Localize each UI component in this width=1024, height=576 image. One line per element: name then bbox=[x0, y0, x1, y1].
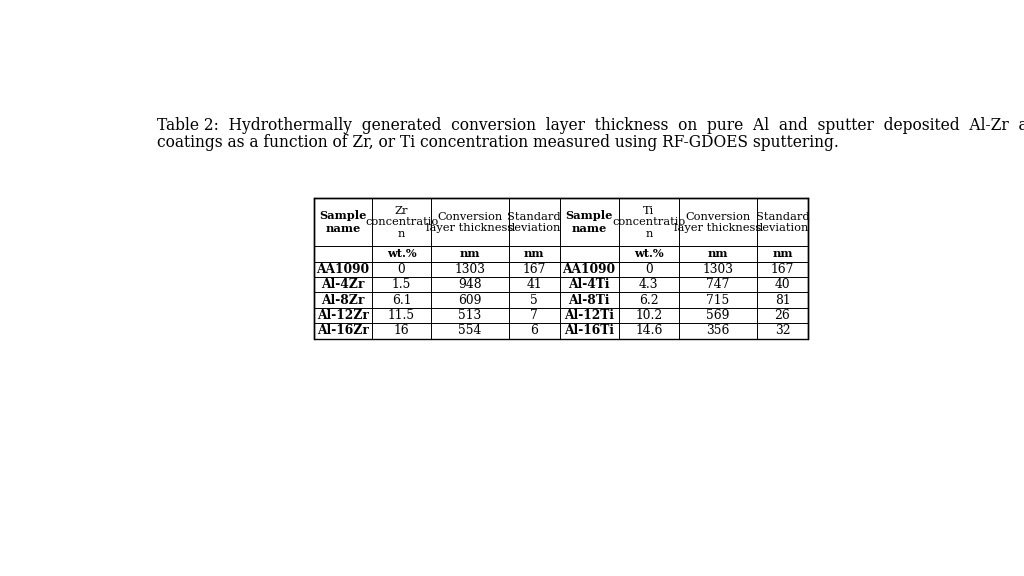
Text: Sample
name: Sample name bbox=[319, 210, 367, 234]
Text: 1303: 1303 bbox=[702, 263, 733, 276]
Text: AA1090: AA1090 bbox=[316, 263, 370, 276]
Text: Al-4Ti: Al-4Ti bbox=[568, 278, 610, 291]
Text: 0: 0 bbox=[397, 263, 406, 276]
Text: 4.3: 4.3 bbox=[639, 278, 658, 291]
Text: 41: 41 bbox=[526, 278, 542, 291]
Text: 40: 40 bbox=[775, 278, 791, 291]
Text: 167: 167 bbox=[771, 263, 795, 276]
Text: 7: 7 bbox=[530, 309, 538, 322]
Text: Al-12Ti: Al-12Ti bbox=[564, 309, 614, 322]
Text: 1303: 1303 bbox=[455, 263, 485, 276]
Text: Al-4Zr: Al-4Zr bbox=[322, 278, 365, 291]
Text: Al-16Zr: Al-16Zr bbox=[317, 324, 369, 338]
Text: 948: 948 bbox=[458, 278, 481, 291]
Text: Al-8Zr: Al-8Zr bbox=[322, 294, 365, 306]
Text: 32: 32 bbox=[775, 324, 791, 338]
Text: Al-8Ti: Al-8Ti bbox=[568, 294, 610, 306]
Text: 1.5: 1.5 bbox=[392, 278, 412, 291]
Text: 5: 5 bbox=[530, 294, 538, 306]
Text: 609: 609 bbox=[458, 294, 481, 306]
Text: 715: 715 bbox=[707, 294, 729, 306]
Text: Al-12Zr: Al-12Zr bbox=[317, 309, 369, 322]
Text: Ti
concentratio
n: Ti concentratio n bbox=[612, 206, 685, 239]
Text: 6.2: 6.2 bbox=[639, 294, 658, 306]
Text: 747: 747 bbox=[707, 278, 729, 291]
Text: 0: 0 bbox=[645, 263, 652, 276]
Text: wt.%: wt.% bbox=[634, 248, 664, 259]
Text: 6.1: 6.1 bbox=[392, 294, 412, 306]
Text: 26: 26 bbox=[774, 309, 791, 322]
Text: nm: nm bbox=[524, 248, 545, 259]
Text: Conversion
layer thickness: Conversion layer thickness bbox=[674, 211, 762, 233]
Text: 356: 356 bbox=[707, 324, 729, 338]
Text: Standard
deviation: Standard deviation bbox=[507, 211, 561, 233]
Text: 6: 6 bbox=[530, 324, 538, 338]
Text: 167: 167 bbox=[522, 263, 546, 276]
Text: 569: 569 bbox=[706, 309, 729, 322]
Text: wt.%: wt.% bbox=[387, 248, 417, 259]
Text: nm: nm bbox=[772, 248, 793, 259]
Text: Table 2:  Hydrothermally  generated  conversion  layer  thickness  on  pure  Al : Table 2: Hydrothermally generated conver… bbox=[158, 117, 1024, 134]
Text: 513: 513 bbox=[458, 309, 481, 322]
Bar bbox=[314, 199, 809, 339]
Text: 11.5: 11.5 bbox=[388, 309, 415, 322]
Text: Standard
deviation: Standard deviation bbox=[756, 211, 809, 233]
Text: Zr
concentratio
n: Zr concentratio n bbox=[365, 206, 438, 239]
Text: Al-16Ti: Al-16Ti bbox=[564, 324, 614, 338]
Text: 16: 16 bbox=[394, 324, 410, 338]
Text: 554: 554 bbox=[458, 324, 481, 338]
Text: 10.2: 10.2 bbox=[635, 309, 663, 322]
Text: Sample
name: Sample name bbox=[565, 210, 612, 234]
Text: 81: 81 bbox=[775, 294, 791, 306]
Text: coatings as a function of Zr, or Ti concentration measured using RF-GDOES sputte: coatings as a function of Zr, or Ti conc… bbox=[158, 134, 840, 151]
Text: AA1090: AA1090 bbox=[562, 263, 615, 276]
Text: nm: nm bbox=[708, 248, 728, 259]
Text: nm: nm bbox=[460, 248, 480, 259]
Text: Conversion
layer thickness: Conversion layer thickness bbox=[426, 211, 513, 233]
Text: 14.6: 14.6 bbox=[635, 324, 663, 338]
